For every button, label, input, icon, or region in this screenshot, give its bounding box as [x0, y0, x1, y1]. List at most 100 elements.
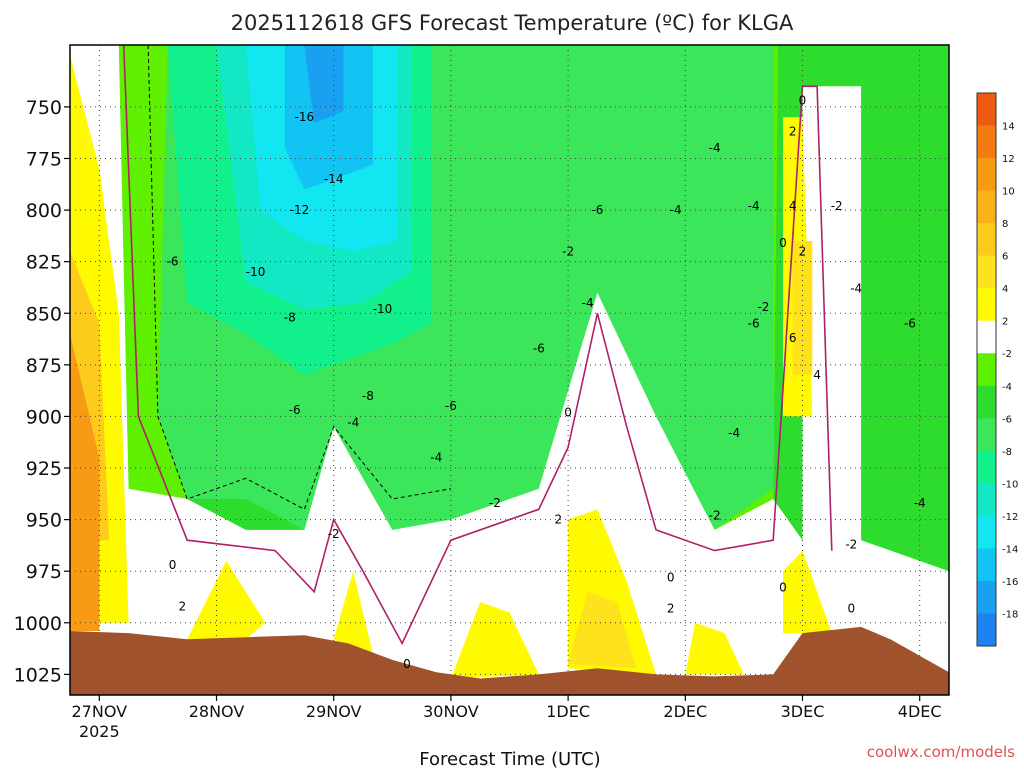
terrain	[70, 626, 949, 695]
temperature-region	[70, 45, 949, 695]
contour-label: -2	[328, 527, 340, 541]
colorbar-swatch	[977, 288, 996, 322]
colorbar-swatch	[977, 613, 996, 647]
contour-label: 0	[799, 94, 807, 108]
colorbar-swatch	[977, 450, 996, 484]
contour-label: -12	[290, 203, 310, 217]
colorbar-tick-label: 4	[1002, 284, 1008, 295]
temperature-region	[568, 591, 637, 669]
contour-label: 0	[169, 558, 177, 572]
contour-label: -8	[362, 389, 374, 403]
contour-label: 2	[555, 513, 563, 527]
contour-label: 2	[799, 244, 807, 258]
colorbar-swatch	[977, 255, 996, 289]
contour-label: -4	[748, 199, 760, 213]
contour-label: -6	[167, 255, 179, 269]
contour-label: 2	[789, 125, 797, 139]
temperature-region	[450, 602, 539, 679]
contour-label: -2	[489, 496, 501, 510]
colorbar-tick-label: 12	[1002, 154, 1015, 165]
contour-label: 4	[789, 199, 797, 213]
contour-label: -8	[284, 310, 296, 324]
colorbar-tick-label: 6	[1002, 252, 1008, 263]
chart-title: 2025112618 GFS Forecast Temperature (ºC)…	[231, 11, 794, 35]
y-tick-label: 1000	[14, 613, 62, 635]
temperature-region	[333, 571, 373, 654]
y-tick-label: 1025	[14, 664, 62, 686]
y-tick-label: 825	[26, 252, 62, 274]
contour-label: -2	[757, 300, 769, 314]
contour-label: 0	[667, 570, 675, 584]
temperature-region	[70, 333, 100, 631]
contour-label: -10	[373, 302, 393, 316]
temperature-region	[187, 560, 266, 640]
colorbar-tick-label: -16	[1002, 577, 1018, 588]
colorbar-tick-label: -6	[1002, 414, 1012, 425]
x-tick-label: 29NOV	[306, 702, 362, 721]
x-tick-label: 4DEC	[898, 702, 942, 721]
colorbar-swatch	[977, 93, 996, 126]
contour-lines	[122, 45, 833, 646]
colorbar-swatch	[977, 125, 996, 159]
contour-label: 0	[779, 236, 787, 250]
colorbar-swatch	[977, 580, 996, 614]
colorbar-tick-label: 14	[1002, 122, 1015, 133]
y-tick-label: 900	[26, 406, 62, 428]
x-tick-label: 30NOV	[423, 702, 479, 721]
x-tick-label: 27NOV	[72, 702, 128, 721]
colorbar-tick-label: -10	[1002, 479, 1018, 490]
contour-label: -6	[904, 317, 916, 331]
colorbar-tick-label: 8	[1002, 219, 1008, 230]
contour-label: -4	[850, 281, 862, 295]
contour-label: 2	[667, 601, 675, 615]
contour-label: -4	[709, 141, 721, 155]
x-tick-label: 3DEC	[781, 702, 825, 721]
contour-label: -2	[709, 508, 721, 522]
contour-label: -16	[295, 110, 315, 124]
contour-label: -2	[562, 244, 574, 258]
plot-frame	[69, 44, 950, 696]
colorbar-swatch	[977, 483, 996, 517]
y-tick-label: 750	[26, 97, 62, 119]
colorbar-tick-label: -12	[1002, 512, 1018, 523]
x-tick-label: 1DEC	[546, 702, 590, 721]
colorbar-swatch	[977, 158, 996, 191]
y-tick-label: 800	[26, 200, 62, 222]
isotherm-line	[122, 45, 833, 646]
plot-area: -6-16-14-12-10-10-8-8-6-4-6-4-2-2020-6-2…	[70, 45, 949, 695]
y-tick-label: 875	[26, 355, 62, 377]
contour-label: -4	[670, 203, 682, 217]
contour-label: -4	[347, 416, 359, 430]
colorbar-swatch	[977, 223, 996, 257]
colorbar-tick-label: 10	[1002, 187, 1015, 198]
temperature-region	[685, 622, 744, 675]
contour-label: -6	[289, 403, 301, 417]
contour-label: -6	[748, 317, 760, 331]
y-axis: 750 775 800 825 850 875 900 925 950 975 1000 1025	[14, 97, 70, 686]
grid-lines	[70, 45, 949, 695]
x-tick-label: 28NOV	[189, 702, 245, 721]
colorbar-tick-label: -18	[1002, 609, 1018, 620]
colorbar-swatch	[977, 515, 996, 549]
colorbar-tick-label: -4	[1002, 382, 1012, 393]
contour-label: -14	[324, 172, 344, 186]
contour-labels: -6-16-14-12-10-10-8-8-6-4-6-4-2-2020-6-2…	[167, 94, 926, 671]
contour-label: -2	[831, 199, 843, 213]
colorbar-tick-label: -2	[1002, 349, 1012, 360]
contour-label: 0	[564, 405, 572, 419]
isotherm-line	[147, 45, 451, 511]
contour-label: 6	[789, 331, 797, 345]
shaded-regions	[70, 45, 949, 695]
contour-label: -4	[728, 426, 740, 440]
y-tick-label: 850	[26, 303, 62, 325]
x-tick-sublabel: 2025	[79, 722, 120, 741]
contour-label: -4	[430, 451, 442, 465]
x-axis-label: Forecast Time (UTC)	[419, 749, 600, 768]
contour-label: 4	[813, 368, 821, 382]
colorbar-swatch	[977, 320, 996, 354]
contour-label: -6	[591, 203, 603, 217]
y-tick-label: 950	[26, 510, 62, 532]
contour-label: 0	[848, 601, 856, 615]
